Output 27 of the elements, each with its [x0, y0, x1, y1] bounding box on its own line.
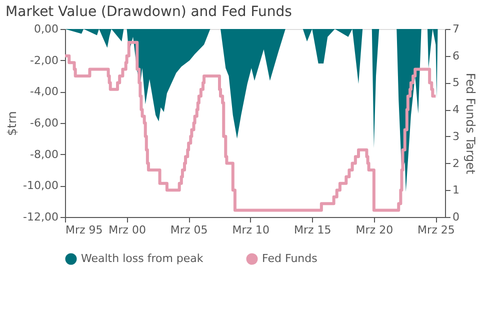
x-tick-label: Mrz 15 [294, 224, 332, 236]
x-tick-label: Mrz 20 [356, 224, 394, 236]
x-tick-label: Mrz 10 [232, 224, 270, 236]
legend-label: Fed Funds [262, 252, 318, 265]
y-tick-label: 0,00 [34, 22, 58, 36]
x-tick-label: Mrz 95 [66, 224, 103, 236]
y2-axis-title: Fed Funds Target [464, 72, 478, 174]
y2-tick-label: 4 [452, 103, 460, 116]
y2-tick-label: 6 [452, 49, 460, 62]
y-tick-label: -8,00 [30, 148, 58, 161]
legend-label: Wealth loss from peak [81, 252, 204, 265]
y2-tick-label: 7 [452, 22, 460, 36]
y2-tick-label: 0 [452, 210, 460, 224]
y2-tick-label: 2 [452, 156, 460, 170]
y-tick-label: -2,00 [30, 54, 58, 67]
x-tick-label: Mrz 05 [170, 224, 208, 236]
y2-tick-label: 3 [452, 130, 460, 143]
y-tick-label: -4,00 [30, 85, 58, 98]
chart-title: Market Value (Drawdown) and Fed Funds [6, 4, 292, 20]
x-tick-label: Mrz 25 [418, 224, 455, 236]
y-tick-label: -10,00 [23, 179, 58, 192]
x-tick-label: Mrz 00 [108, 224, 146, 236]
y2-tick-label: 5 [452, 76, 460, 90]
y-axis-title: $trn [5, 111, 20, 136]
y-tick-label: -6,00 [30, 116, 58, 130]
y-tick-label: -12,00 [23, 210, 58, 224]
y2-tick-label: 1 [452, 184, 460, 197]
